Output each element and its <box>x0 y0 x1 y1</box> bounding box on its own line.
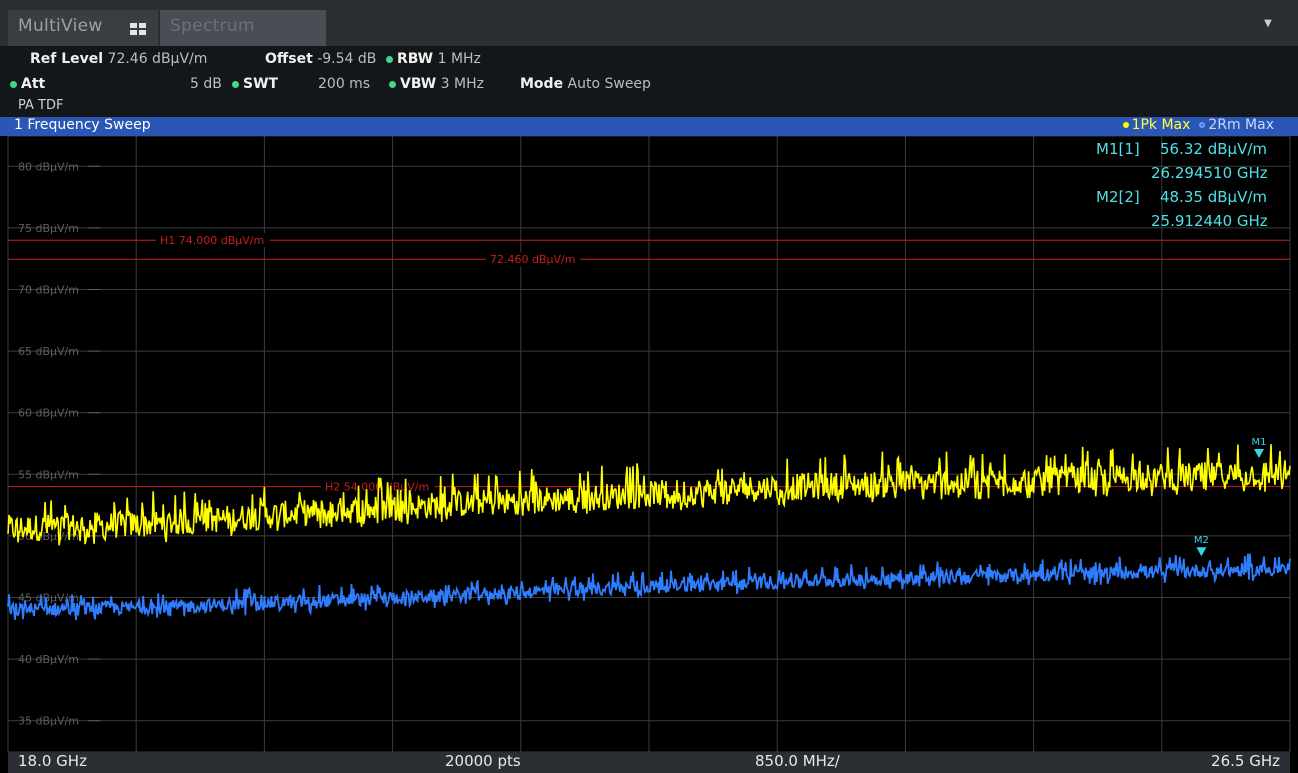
y-axis-labels: 80 dBµV/m 75 dBµV/m 70 dBµV/m 65 dBµV/m 60 d… <box>18 160 100 728</box>
trace-markers: M1 M2 <box>1194 437 1267 557</box>
vbw-coupled-dot <box>389 80 396 88</box>
offset-value: -9.54 dB <box>317 51 377 67</box>
triangle-down-icon[interactable]: ▼ <box>1264 18 1272 29</box>
stop-frequency: 26.5 GHz <box>1211 752 1280 770</box>
m1-readout-label: M1[1] <box>1096 140 1140 158</box>
att-label: Att <box>21 76 46 92</box>
limit-label-ref: 72.460 dBµV/m <box>490 253 575 266</box>
limit-label-h1: H1 74.000 dBµV/m <box>160 234 264 247</box>
traces <box>7 444 1291 621</box>
y-tick-label: 60 dBµV/m <box>18 407 79 420</box>
vbw-setting[interactable]: VBW 3 MHz <box>389 76 484 92</box>
span-per-division: 850.0 MHz/ <box>755 752 840 770</box>
diagram-title: 1 Frequency Sweep <box>14 117 151 133</box>
marker-1-tag: M1 <box>1252 437 1267 448</box>
rbw-label: RBW <box>397 51 434 67</box>
y-tick-label: 70 dBµV/m <box>18 284 79 297</box>
mode-value: Auto Sweep <box>567 76 651 92</box>
trace-2 <box>7 553 1291 621</box>
y-tick-label: 45 dBµV/m <box>18 592 79 605</box>
y-tick-label: 75 dBµV/m <box>18 222 79 235</box>
measurement-settings: Ref Level 72.46 dBµV/m Offset -9.54 dB R… <box>0 46 1298 117</box>
rbw-value: 1 MHz <box>437 51 481 67</box>
y-tick-label: 65 dBµV/m <box>18 345 79 358</box>
limit-label-bg <box>156 233 270 248</box>
m2-readout-level: 48.35 dBµV/m <box>1160 188 1267 206</box>
trace-1 <box>7 444 1291 546</box>
frequency-axis-bar: 18.0 GHz 20000 pts 850.0 MHz/ 26.5 GHz <box>8 752 1290 773</box>
mode-setting[interactable]: Mode Auto Sweep <box>520 76 651 92</box>
limit-label-h2: H2 54.000 dBµV/m <box>325 481 429 494</box>
diagram-title-bar[interactable]: 1 Frequency Sweep 1Pk Max 2Rm Max <box>0 117 1298 136</box>
grid <box>7 136 1291 752</box>
limit-label-bg <box>486 252 580 267</box>
start-frequency: 18.0 GHz <box>18 752 87 770</box>
trace2-ring-icon <box>1199 122 1206 128</box>
att-coupled-dot <box>10 80 17 88</box>
offset-setting[interactable]: Offset -9.54 dB <box>265 51 376 67</box>
plot-frame <box>7 136 1291 752</box>
swt-setting[interactable]: SWT <box>232 76 278 92</box>
rbw-setting[interactable]: RBW 1 MHz <box>386 51 481 67</box>
offset-label: Offset <box>265 51 313 67</box>
att-value: 5 dB <box>190 76 222 92</box>
swt-coupled-dot <box>232 80 239 88</box>
ref-level-label: Ref Level <box>30 51 104 67</box>
y-tick-label: 55 dBµV/m <box>18 468 79 481</box>
m2-readout-freq: 25.912440 GHz <box>1151 212 1268 230</box>
tab-bar: MultiView Spectrum ▼ <box>0 0 1298 46</box>
trace2-legend[interactable]: 2Rm Max <box>1208 117 1274 133</box>
m1-readout-freq: 26.294510 GHz <box>1151 164 1268 182</box>
mode-label: Mode <box>520 76 564 92</box>
y-tick-label: 80 dBµV/m <box>18 160 79 173</box>
tab-multiview-label: MultiView <box>18 16 103 36</box>
vbw-label: VBW <box>400 76 437 92</box>
y-tick-label: 35 dBµV/m <box>18 715 79 728</box>
spectrum-plot[interactable]: 80 dBµV/m 75 dBµV/m 70 dBµV/m 65 dBµV/m 60 d… <box>0 136 1298 773</box>
marker-1-triangle-icon <box>1254 449 1265 459</box>
swt-value-wrap[interactable]: 200 ms <box>318 76 370 92</box>
swt-value: 200 ms <box>318 76 371 92</box>
trace1-legend[interactable]: 1Pk Max <box>1131 117 1191 133</box>
ref-level-value: 72.46 dBµV/m <box>107 51 208 67</box>
tab-spectrum-label: Spectrum <box>170 16 255 36</box>
swt-label: SWT <box>243 76 279 92</box>
transducer-label: PA TDF <box>18 98 64 113</box>
marker-2-triangle-icon <box>1196 547 1207 557</box>
sweep-points: 20000 pts <box>445 752 521 770</box>
m1-readout-level: 56.32 dBµV/m <box>1160 140 1267 158</box>
m2-readout-label: M2[2] <box>1096 188 1140 206</box>
att-value-wrap[interactable]: 5 dB <box>190 76 222 92</box>
marker-2-tag: M2 <box>1194 535 1209 546</box>
spectrum-graph[interactable]: 80 dBµV/m 75 dBµV/m 70 dBµV/m 65 dBµV/m 60 d… <box>0 136 1298 752</box>
y-tick-label: 40 dBµV/m <box>18 653 79 666</box>
att-setting[interactable]: Att <box>10 76 45 92</box>
tab-spectrum[interactable]: Spectrum <box>160 10 326 46</box>
rbw-coupled-dot <box>386 55 393 63</box>
vbw-value: 3 MHz <box>440 76 484 92</box>
ref-level-setting[interactable]: Ref Level 72.46 dBµV/m <box>30 51 207 67</box>
grid-icon <box>130 23 146 35</box>
trace1-dot-icon <box>1122 122 1129 128</box>
tab-multiview[interactable]: MultiView <box>8 10 158 46</box>
trace-legend: 1Pk Max 2Rm Max <box>1122 117 1274 133</box>
